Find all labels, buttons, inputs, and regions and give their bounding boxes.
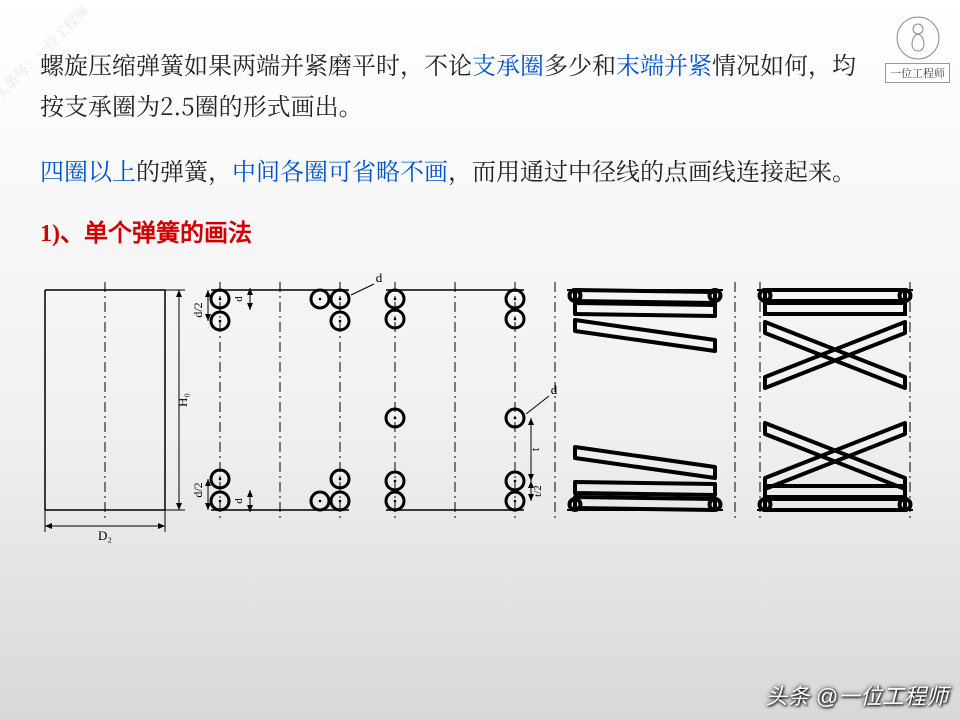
slide-text: 螺旋压缩弹簧如果两端并紧磨平时，不论支承圈多少和末端并紧情况如何，均按支承圈为2… bbox=[40, 20, 870, 279]
svg-text:d: d bbox=[233, 296, 245, 302]
paragraph-2: 四圈以上的弹簧，中间各圈可省略不画，而用通过中径线的点画线连接起来。 bbox=[40, 150, 870, 191]
svg-text:t/2: t/2 bbox=[532, 485, 544, 497]
svg-text:t: t bbox=[528, 447, 542, 451]
footer-credit: 头条 @一位工程师 bbox=[766, 679, 948, 711]
svg-text:H₀: H₀ bbox=[175, 393, 190, 407]
author-badge-label: 一位工程师 bbox=[885, 63, 950, 83]
svg-text:D₂: D₂ bbox=[98, 528, 112, 543]
section-heading: 1)、单个弹簧的画法 bbox=[40, 214, 870, 255]
svg-text:d: d bbox=[551, 382, 558, 397]
spring-drawing-diagram: H₀ D₂ d d/2 d/2 d d d t t/2 bbox=[20, 270, 940, 550]
author-badge: 一位工程师 bbox=[885, 15, 950, 83]
svg-text:d: d bbox=[233, 498, 245, 504]
paragraph-1: 螺旋压缩弹簧如果两端并紧磨平时，不论支承圈多少和末端并紧情况如何，均按支承圈为2… bbox=[40, 44, 870, 126]
svg-text:d/2: d/2 bbox=[191, 302, 205, 317]
svg-text:d/2: d/2 bbox=[191, 482, 205, 497]
svg-text:d: d bbox=[376, 270, 383, 285]
